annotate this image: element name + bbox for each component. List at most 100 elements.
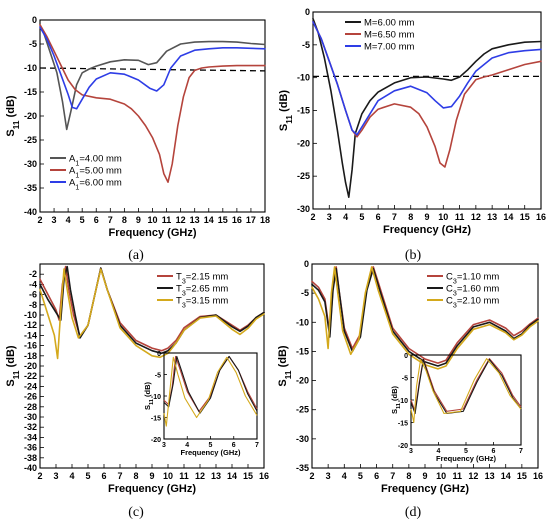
chart-a: 2 3 4 5 6 7 8 9 10 11 12 13 14 15 16 17 180-5-10-15-20-2… bbox=[5, 15, 270, 239]
chart-c-ytick-label-10: -22 bbox=[24, 371, 37, 381]
chart-b-ytick-label-2: -10 bbox=[297, 73, 310, 83]
chart-b-xtick-label-8: 10 bbox=[438, 212, 448, 222]
chart-b-legend-label-2: M=7.00 mm bbox=[364, 42, 415, 53]
chart-b-xtick-label-6: 8 bbox=[408, 212, 413, 222]
chart-d-xtick-label-2: 4 bbox=[342, 471, 347, 481]
chart-b-frame bbox=[312, 11, 542, 210]
chart-b-xtick-label-9: 11 bbox=[455, 212, 465, 222]
chart-b-legend-label-1-main: M=6.50 mm bbox=[364, 30, 415, 41]
chart-c-ytick-label-0: -2 bbox=[29, 269, 37, 279]
chart-c-inset-ytick-label-1: -5 bbox=[155, 373, 161, 380]
chart-c-inset-xtick-label-0: 3 bbox=[162, 442, 166, 449]
chart-a-legend-label-2-rest: =6.00 mm bbox=[79, 178, 122, 189]
chart-a-ylabel-rest: (dB) bbox=[5, 95, 17, 120]
chart-c-inset-ytick-label-2: -10 bbox=[151, 394, 161, 401]
chart-b-xtick-label-0: 2 bbox=[310, 212, 315, 222]
chart-d-inset-ylabel-sub: 11 bbox=[396, 403, 402, 409]
chart-a-xtick-label-6: 8 bbox=[122, 215, 127, 225]
chart-b-xtick-label-1: 3 bbox=[327, 212, 332, 222]
chart-c: 2 3 4 5 6 7 8 9 10 11 12 13 14 15 16-2-4-6-8-10-12-14-… bbox=[5, 263, 269, 495]
chart-a-xtick-label-7: 9 bbox=[136, 215, 141, 225]
chart-a-ytick-label-0: 0 bbox=[32, 15, 37, 25]
chart-a-xtick-label-0: 2 bbox=[37, 215, 42, 225]
chart-b-ylabel-sub: 11 bbox=[285, 115, 294, 124]
chart-c-xtick-label-9: 11 bbox=[179, 471, 189, 481]
chart-c-inset-series-2 bbox=[163, 356, 258, 427]
chart-a-legend-label-2-main: A bbox=[69, 178, 76, 189]
chart-d-inset: 3 4 5 6 7 0 -5 -10 -15 -20 Frequency (GHz) S11 (dB) bbox=[390, 353, 523, 463]
chart-d-legend-label-2-rest: =2.10 mm bbox=[457, 296, 500, 307]
chart-a-reference-line bbox=[39, 67, 266, 72]
chart-d-ytick-label-6: -30 bbox=[296, 434, 309, 444]
chart-a-legend-label-1-sub: 1 bbox=[75, 172, 79, 180]
chart-c-inset-ylabel-sub: 11 bbox=[149, 399, 155, 405]
chart-a-series-0 bbox=[39, 23, 266, 131]
chart-c-inset-xtick-label-4: 7 bbox=[255, 442, 259, 449]
chart-c-xtick-label-12: 14 bbox=[227, 471, 237, 481]
chart-d-legend-label-1-sub: 3 bbox=[453, 290, 457, 298]
chart-c-legend-label-1-sub: 3 bbox=[182, 290, 186, 298]
chart-a-xtick-label-5: 7 bbox=[108, 215, 113, 225]
chart-c-xtick-label-13: 15 bbox=[243, 471, 253, 481]
chart-d-xtick-label-7: 9 bbox=[422, 471, 427, 481]
chart-b-xtick-label-12: 14 bbox=[503, 212, 513, 222]
chart-c-inset-xlabel: Frequency (GHz) bbox=[180, 448, 241, 457]
chart-d-ytick-label-7: -35 bbox=[296, 463, 309, 473]
chart-c-inset-ytick-label-0: 0 bbox=[157, 351, 161, 358]
chart-a-ytick-label-6: -30 bbox=[24, 159, 37, 169]
chart-a-xtick-label-4: 6 bbox=[94, 215, 99, 225]
chart-c-ytick-label-1: -4 bbox=[29, 279, 37, 289]
chart-a-legend-label-0-sub: 1 bbox=[75, 160, 79, 168]
chart-d-inset-ylabel-rest: (dB) bbox=[390, 385, 399, 403]
chart-c-xtick-label-1: 3 bbox=[53, 471, 58, 481]
chart-d-legend-label-1-rest: =1.60 mm bbox=[457, 284, 500, 295]
chart-c-legend-label-0-sub: 3 bbox=[182, 278, 186, 286]
chart-d-legend-label-0-rest: =1.10 mm bbox=[457, 272, 500, 283]
chart-d-legend-label-2: C3=2.10 mm bbox=[446, 296, 499, 310]
chart-b-series-2 bbox=[312, 21, 542, 136]
chart-c-ylabel-sub: 11 bbox=[12, 370, 21, 379]
chart-d-legend-label-0: C3=1.10 mm bbox=[446, 272, 499, 286]
chart-c-ytick-label-16: -34 bbox=[24, 432, 37, 442]
chart-b-ylabel-rest: (dB) bbox=[278, 90, 290, 115]
chart-c-inset-xtick-label-3: 6 bbox=[232, 442, 236, 449]
chart-c-ytick-label-2: -6 bbox=[29, 290, 37, 300]
chart-b-xtick-label-7: 9 bbox=[424, 212, 429, 222]
chart-d-inset-ytick-label-4: -20 bbox=[398, 443, 408, 450]
chart-d-xtick-label-3: 5 bbox=[358, 471, 363, 481]
chart-d-inset-ytick-label-0: 0 bbox=[404, 353, 408, 360]
caption-d: (d) bbox=[405, 505, 422, 520]
chart-d-ytick-label-0: 0 bbox=[304, 259, 309, 269]
chart-b-ylabel-main: S bbox=[278, 124, 290, 131]
chart-a-series-2 bbox=[39, 26, 266, 110]
chart-a-ytick-label-8: -40 bbox=[24, 207, 37, 217]
chart-c-xtick-label-14: 16 bbox=[259, 471, 269, 481]
chart-c-legend-label-1-rest: =2.65 mm bbox=[186, 284, 229, 295]
chart-c-ytick-label-17: -36 bbox=[24, 443, 37, 453]
chart-c-ytick-label-15: -32 bbox=[24, 422, 37, 432]
chart-a-xlabel: Frequency (GHz) bbox=[108, 227, 196, 239]
chart-b-xtick-label-13: 15 bbox=[520, 212, 530, 222]
chart-c-xtick-label-4: 6 bbox=[101, 471, 106, 481]
chart-a-legend-label-1: A1=5.00 mm bbox=[69, 166, 122, 180]
chart-c-legend-label-0-rest: =2.15 mm bbox=[186, 272, 229, 283]
chart-c-inset: 3 4 5 6 7 0 -5 -10 -15 -20 Frequency (GHz) S11 (dB) bbox=[143, 351, 259, 457]
chart-a-ytick-label-7: -35 bbox=[24, 183, 37, 193]
chart-d-xlabel: Frequency (GHz) bbox=[381, 483, 469, 495]
chart-d: 2 3 4 5 6 7 8 9 10 11 12 13 14 15 16 0 -5 -10 -15 -20 -25 -30… bbox=[277, 259, 543, 495]
chart-c-ylabel-main: S bbox=[5, 379, 17, 386]
chart-d-ytick-label-4: -20 bbox=[296, 376, 309, 386]
chart-b-ytick-label-1: -5 bbox=[302, 40, 310, 50]
chart-d-ylabel-main: S bbox=[277, 379, 289, 386]
chart-d-inset-xtick-label-0: 3 bbox=[409, 448, 413, 455]
chart-c-inset-xtick-label-2: 5 bbox=[209, 442, 213, 449]
chart-c-legend-label-2: T3=3.15 mm bbox=[176, 296, 228, 310]
chart-c-legend-label-0-main: T bbox=[176, 272, 182, 283]
chart-d-legend-label-1: C3=1.60 mm bbox=[446, 284, 499, 298]
chart-a-xtick-label-2: 4 bbox=[66, 215, 71, 225]
chart-b-xtick-label-3: 5 bbox=[359, 212, 364, 222]
chart-a-legend-label-1-rest: =5.00 mm bbox=[79, 166, 122, 177]
chart-d-inset-xtick-label-3: 6 bbox=[492, 448, 496, 455]
chart-c-ytick-label-11: -24 bbox=[24, 381, 37, 391]
